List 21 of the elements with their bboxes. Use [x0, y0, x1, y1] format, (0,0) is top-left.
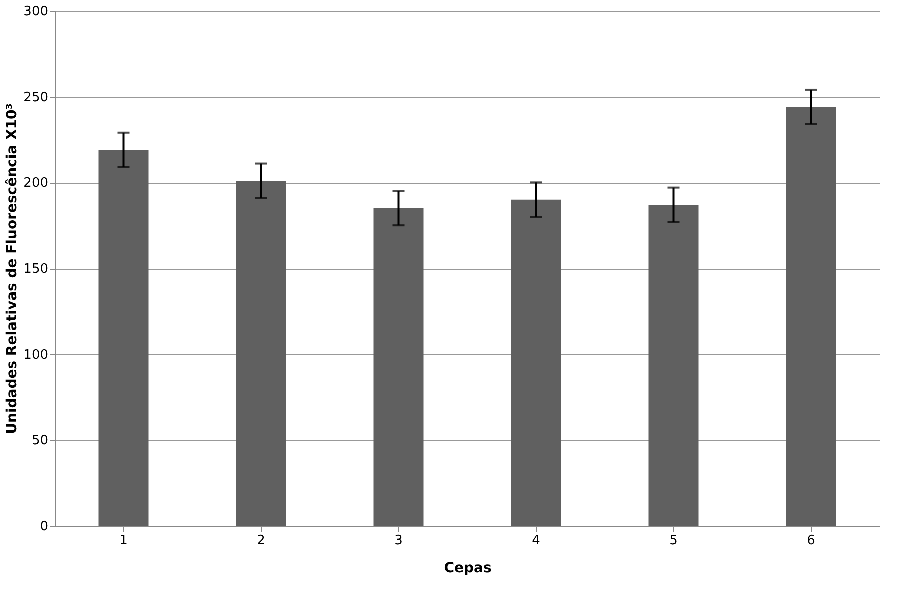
y-tick-label: 50	[32, 434, 48, 449]
y-tick-label: 300	[24, 4, 48, 20]
y-tick-label: 0	[40, 520, 48, 534]
x-tick-label: 1	[120, 534, 128, 548]
y-axis-title: Unidades Relativas de Fluorescência X10³	[4, 104, 21, 434]
bar	[98, 150, 149, 526]
bar	[786, 107, 836, 526]
bar	[511, 200, 562, 526]
x-axis-title: Cepas	[444, 560, 492, 576]
bar	[374, 208, 424, 526]
x-tick-label: 5	[670, 534, 678, 548]
x-tick-label: 6	[807, 534, 816, 548]
x-tick-label: 4	[532, 534, 540, 548]
bar	[648, 204, 699, 526]
x-tick-label: 3	[394, 534, 403, 548]
bar	[236, 180, 286, 526]
x-tick-label: 2	[257, 534, 266, 548]
y-tick-label: 100	[24, 348, 48, 363]
y-tick-label: 200	[24, 176, 48, 192]
y-tick-label: 150	[24, 262, 48, 277]
y-tick-label: 250	[24, 90, 48, 106]
